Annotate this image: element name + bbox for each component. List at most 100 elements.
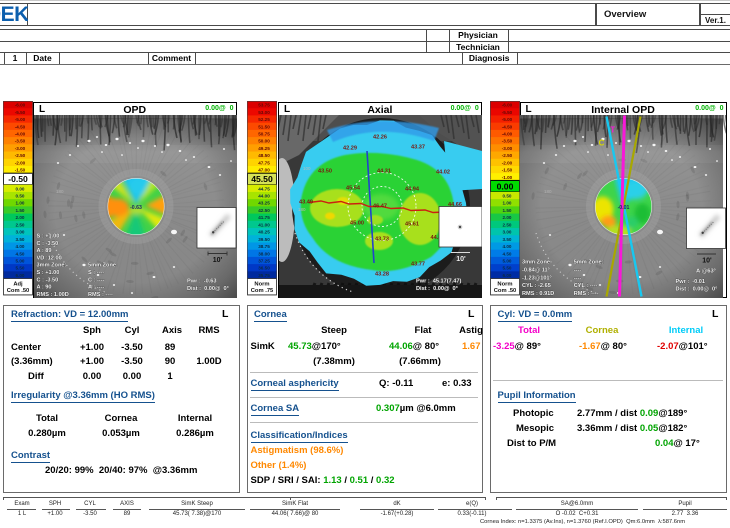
svg-text:4.50: 4.50	[16, 251, 25, 256]
svg-text:53.75: 53.75	[258, 103, 270, 108]
svg-text:5.50: 5.50	[503, 266, 512, 271]
svg-text:C : -3.50: C : -3.50	[36, 240, 58, 246]
svg-text:50.00: 50.00	[258, 139, 270, 144]
svg-text:Com .50: Com .50	[7, 288, 30, 294]
svg-text:41.00: 41.00	[258, 222, 270, 227]
svg-text:RMS : 0.91D: RMS : 0.91D	[522, 291, 554, 297]
svg-text:52.25: 52.25	[258, 117, 270, 122]
svg-text:Adj: Adj	[13, 281, 23, 287]
svg-text:51.50: 51.50	[258, 124, 270, 129]
svg-text:180: 180	[544, 189, 552, 194]
svg-text:43.25: 43.25	[258, 201, 270, 206]
svg-text:-5.00: -5.00	[502, 117, 513, 122]
svg-text:44.75: 44.75	[258, 186, 270, 191]
svg-text:1.50: 1.50	[16, 208, 25, 213]
svg-text:-1.23@101°: -1.23@101°	[522, 275, 552, 281]
svg-text:-0.01: -0.01	[618, 205, 630, 211]
svg-text:3.50: 3.50	[503, 237, 512, 242]
svg-text:43.37: 43.37	[411, 144, 425, 150]
svg-text:RMS : 1.00D: RMS : 1.00D	[36, 291, 68, 297]
svg-text:6.00: 6.00	[503, 273, 512, 278]
svg-text:180: 180	[56, 189, 64, 194]
svg-text:45.61: 45.61	[405, 221, 419, 227]
svg-text:----: ----	[574, 275, 582, 281]
svg-text:Dist : 0.00@ 0°: Dist : 0.00@ 0°	[187, 286, 229, 292]
svg-text:----: ----	[574, 267, 582, 273]
svg-text:4.00: 4.00	[503, 244, 512, 249]
svg-text:43.50: 43.50	[318, 168, 332, 174]
svg-text:4.00: 4.00	[16, 244, 25, 249]
svg-text:2.50: 2.50	[503, 222, 512, 227]
svg-text:-2.50: -2.50	[502, 153, 513, 158]
svg-text:Com .50: Com .50	[494, 288, 517, 294]
svg-text:180: 180	[298, 207, 306, 212]
svg-text:5.50: 5.50	[16, 266, 25, 271]
svg-text:10': 10'	[212, 257, 222, 264]
svg-text:-5.50: -5.50	[502, 110, 513, 115]
svg-text:-5.00: -5.00	[15, 117, 26, 122]
svg-text:-6.00: -6.00	[502, 103, 513, 108]
svg-text:42.26: 42.26	[373, 134, 387, 140]
svg-text:3mm Zone:: 3mm Zone:	[36, 262, 66, 268]
svg-text:3.00: 3.00	[16, 230, 25, 235]
svg-text:43.77: 43.77	[411, 261, 425, 267]
svg-text:-3.50: -3.50	[15, 139, 26, 144]
svg-text:0.50: 0.50	[503, 194, 512, 199]
svg-text:44.4: 44.4	[431, 235, 443, 241]
svg-text:-0.50: -0.50	[8, 174, 28, 184]
svg-text:40.25: 40.25	[258, 230, 270, 235]
svg-text:RMS : ----: RMS : ----	[574, 291, 599, 297]
svg-text:-0.63: -0.63	[130, 205, 142, 211]
svg-text:2.00: 2.00	[16, 215, 25, 220]
svg-text:5.00: 5.00	[16, 259, 25, 264]
svg-text:47.75: 47.75	[258, 160, 270, 165]
svg-text:5mm Zone:: 5mm Zone:	[88, 262, 118, 268]
svg-text:41.75: 41.75	[258, 215, 270, 220]
svg-text:1.00: 1.00	[16, 201, 25, 206]
svg-text:C : ----: C : ----	[88, 277, 105, 283]
svg-text:44.02: 44.02	[436, 169, 450, 175]
svg-text:-3.00: -3.00	[502, 146, 513, 151]
svg-text:2.00: 2.00	[503, 215, 512, 220]
svg-text:0.00: 0.00	[497, 181, 514, 191]
svg-text:3.00: 3.00	[503, 230, 512, 235]
svg-text:Com .75: Com .75	[251, 288, 274, 294]
svg-text:Norm: Norm	[497, 281, 512, 287]
svg-text:A : ----: A : ----	[88, 284, 104, 290]
svg-text:T: T	[610, 125, 615, 134]
svg-text:-4.50: -4.50	[502, 124, 513, 129]
svg-text:-5.50: -5.50	[15, 110, 26, 115]
svg-text:42.50: 42.50	[258, 208, 270, 213]
svg-text:37.25: 37.25	[258, 259, 270, 264]
svg-text:-1.00: -1.00	[502, 175, 513, 180]
svg-text:2.50: 2.50	[16, 222, 25, 227]
svg-text:10': 10'	[456, 256, 466, 263]
svg-text:47.00: 47.00	[258, 168, 270, 173]
svg-text:3mm Zone:: 3mm Zone:	[522, 259, 552, 265]
svg-text:A : 90: A : 90	[36, 284, 51, 290]
svg-text:42.29: 42.29	[343, 145, 357, 151]
svg-text:46.47: 46.47	[373, 203, 387, 209]
svg-text:1.00: 1.00	[503, 201, 512, 206]
svg-text:49.25: 49.25	[258, 146, 270, 151]
svg-text:A @63°: A @63°	[696, 268, 717, 274]
svg-text:10': 10'	[702, 257, 712, 264]
svg-text:0.50: 0.50	[16, 194, 25, 199]
svg-text:-0.84@ 11°: -0.84@ 11°	[522, 267, 550, 273]
svg-text:44.66: 44.66	[448, 202, 462, 208]
svg-text:-2.50: -2.50	[15, 153, 26, 158]
svg-text:CYL : ----: CYL : ----	[574, 283, 598, 289]
svg-text:-3.00: -3.00	[15, 146, 26, 151]
svg-text:-4.00: -4.00	[502, 131, 513, 136]
svg-text:-1.50: -1.50	[15, 168, 26, 173]
svg-text:-2.00: -2.00	[15, 160, 26, 165]
svg-text:45.54: 45.54	[346, 185, 361, 191]
svg-text:-4.50: -4.50	[15, 124, 26, 129]
svg-text:Norm: Norm	[254, 281, 269, 287]
svg-text:44.94: 44.94	[405, 186, 420, 192]
svg-text:44.31: 44.31	[377, 168, 391, 174]
svg-text:-4.00: -4.00	[15, 131, 26, 136]
svg-text:38.75: 38.75	[258, 244, 270, 249]
svg-text:4.50: 4.50	[503, 251, 512, 256]
svg-text:3.50: 3.50	[16, 237, 25, 242]
